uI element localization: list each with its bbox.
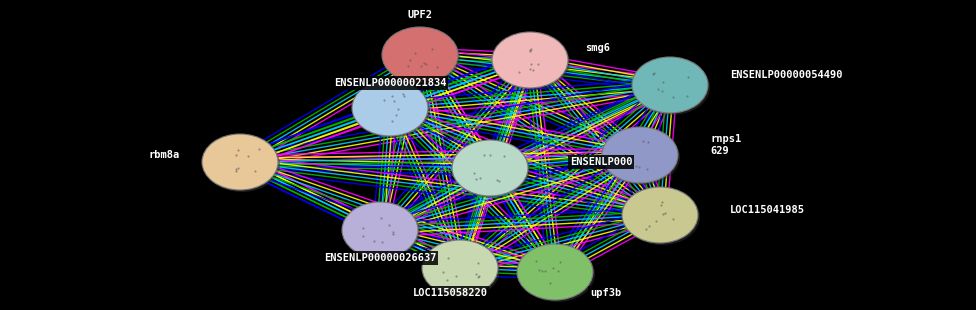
Ellipse shape [384, 29, 460, 85]
Ellipse shape [632, 57, 708, 113]
Text: LOC115058220: LOC115058220 [413, 288, 487, 298]
Ellipse shape [494, 34, 570, 90]
Ellipse shape [342, 202, 418, 258]
Text: ENSENLP00000026637: ENSENLP00000026637 [324, 253, 436, 263]
Ellipse shape [344, 204, 420, 260]
Ellipse shape [454, 142, 530, 198]
Text: ENSENLP000: ENSENLP000 [570, 157, 632, 167]
Ellipse shape [622, 187, 698, 243]
Text: smg6: smg6 [585, 43, 610, 53]
Text: LOC115041985: LOC115041985 [730, 205, 805, 215]
Ellipse shape [624, 189, 700, 245]
Ellipse shape [517, 244, 593, 300]
Ellipse shape [382, 27, 458, 83]
Ellipse shape [352, 80, 428, 136]
Ellipse shape [354, 82, 430, 138]
Text: UPF2: UPF2 [408, 10, 432, 20]
Ellipse shape [202, 134, 278, 190]
Ellipse shape [204, 136, 280, 192]
Text: ENSENLP00000054490: ENSENLP00000054490 [730, 70, 842, 80]
Text: ENSENLP00000021834: ENSENLP00000021834 [334, 78, 446, 88]
Text: rbm8a: rbm8a [148, 150, 180, 160]
Ellipse shape [519, 246, 595, 302]
Ellipse shape [634, 59, 710, 115]
Text: upf3b: upf3b [590, 288, 622, 298]
Ellipse shape [604, 129, 680, 185]
Ellipse shape [452, 140, 528, 196]
Ellipse shape [492, 32, 568, 88]
Ellipse shape [424, 242, 500, 298]
Ellipse shape [602, 127, 678, 183]
Ellipse shape [422, 240, 498, 296]
Text: rnps1
629: rnps1 629 [710, 134, 741, 156]
